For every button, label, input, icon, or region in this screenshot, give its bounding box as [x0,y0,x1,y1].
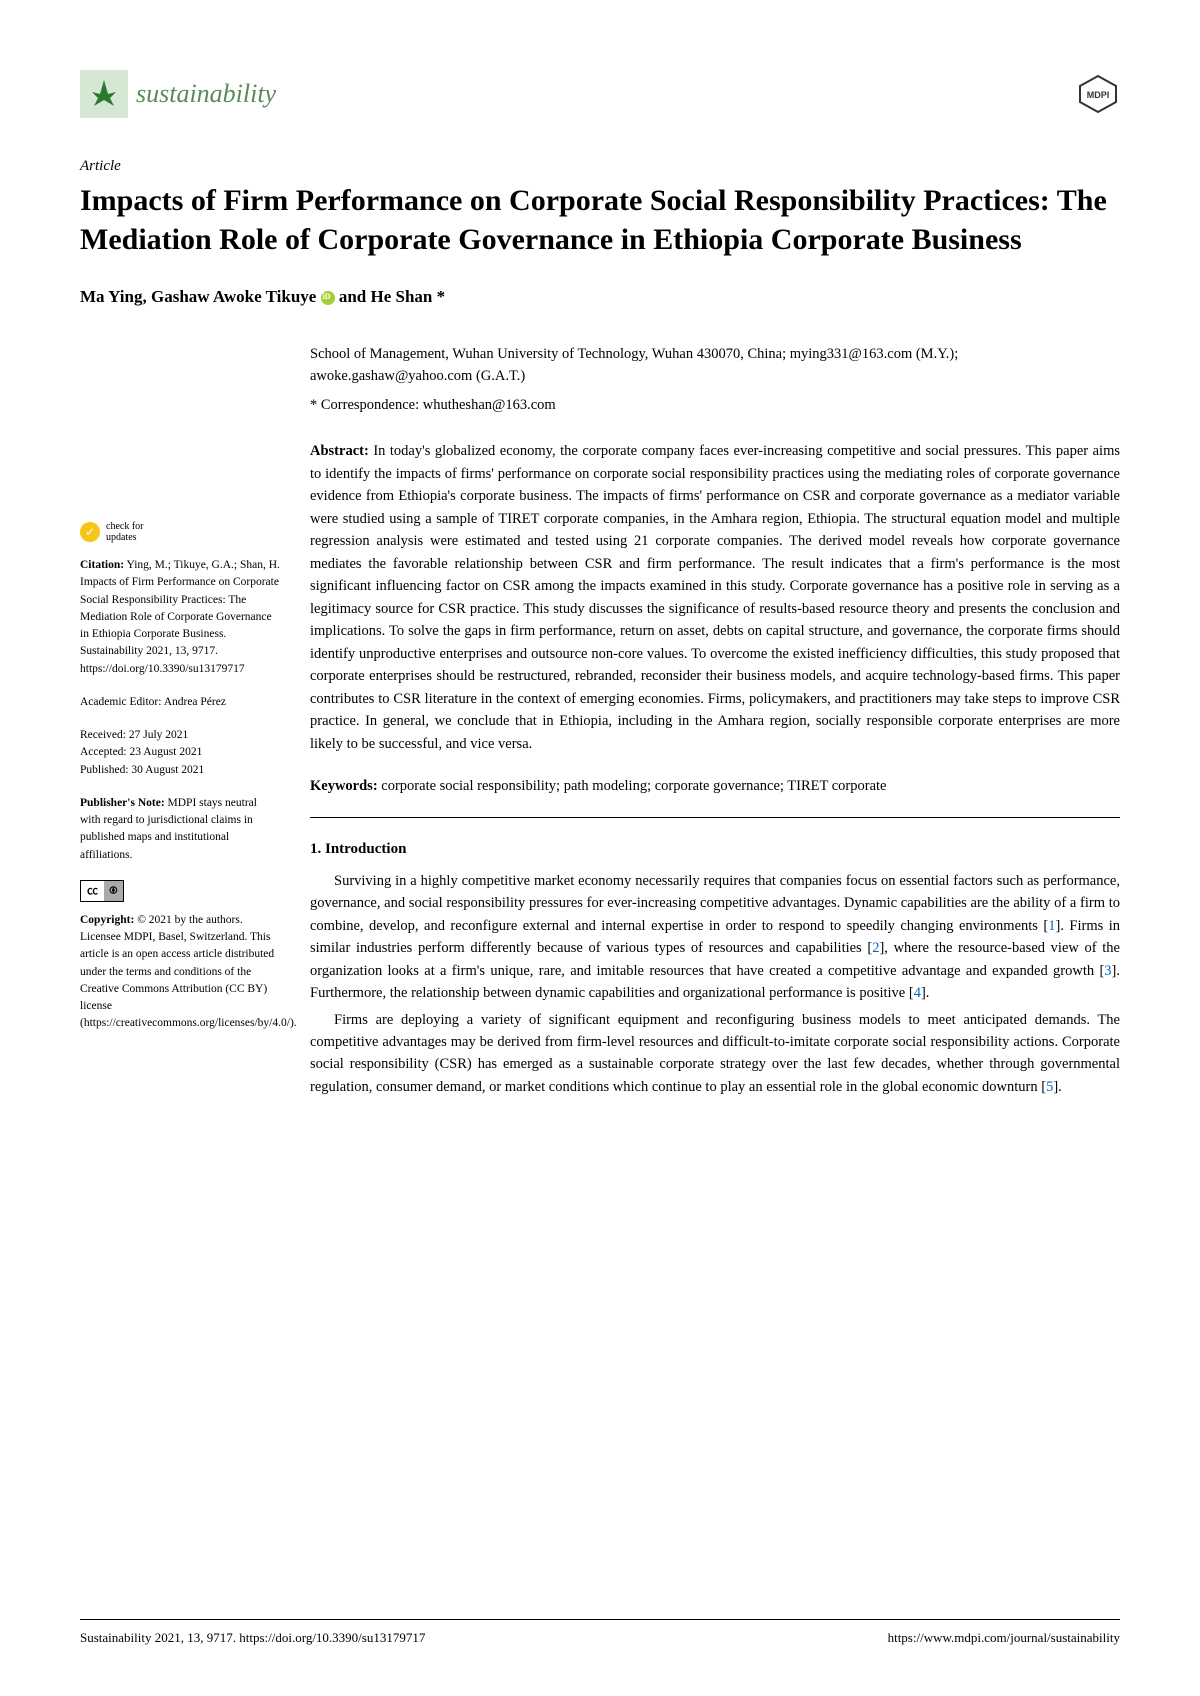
publisher-logo: MDPI [1076,72,1120,116]
sidebar: check for updates Citation: Ying, M.; Ti… [80,343,280,1102]
authors-suffix: and He Shan * [339,287,445,306]
keywords-text: corporate social responsibility; path mo… [381,778,886,794]
abstract-label: Abstract: [310,443,369,459]
copyright-label: Copyright: [80,914,134,926]
published-date: Published: 30 August 2021 [80,762,280,779]
publisher-note-label: Publisher's Note: [80,797,165,809]
para1-e: ]. [921,985,929,1001]
received-date: Received: 27 July 2021 [80,727,280,744]
cc-license-badge[interactable]: ㏄ 🅯 [80,880,280,912]
citation-block: Citation: Ying, M.; Tikuye, G.A.; Shan, … [80,557,280,678]
article-type: Article [80,158,1120,175]
authors: Ma Ying, Gashaw Awoke Tikuye and He Shan… [80,287,1120,307]
check-updates-text: check for updates [106,521,143,543]
two-column-layout: check for updates Citation: Ying, M.; Ti… [80,343,1120,1102]
citation-text: Ying, M.; Tikuye, G.A.; Shan, H. Impacts… [80,559,280,675]
check-icon [80,522,100,542]
copyright-text: © 2021 by the authors. Licensee MDPI, Ba… [80,914,297,1030]
ref-link-3[interactable]: 3 [1104,963,1111,979]
footer-left: Sustainability 2021, 13, 9717. https://d… [80,1630,425,1646]
keywords-block: Keywords: corporate social responsibilit… [310,775,1120,797]
abstract-block: Abstract: In today's globalized economy,… [310,440,1120,755]
svg-text:MDPI: MDPI [1087,90,1110,100]
journal-logo: sustainability [80,70,276,118]
editor-label: Academic Editor: [80,696,161,708]
para2-a: Firms are deploying a variety of signifi… [310,1012,1120,1095]
dates-block: Received: 27 July 2021 Accepted: 23 Augu… [80,727,280,779]
mdpi-icon: MDPI [1076,72,1120,116]
copyright-block: Copyright: © 2021 by the authors. Licens… [80,912,280,1033]
article-title: Impacts of Firm Performance on Corporate… [80,181,1120,259]
divider [310,817,1120,818]
orcid-icon[interactable] [321,291,335,305]
footer-right: https://www.mdpi.com/journal/sustainabil… [888,1630,1120,1646]
cc-icon: ㏄ [81,881,104,901]
authors-main: Ma Ying, Gashaw Awoke Tikuye [80,287,316,306]
affiliation: School of Management, Wuhan University o… [310,343,1120,388]
journal-name: sustainability [136,79,276,109]
editor-name: Andrea Pérez [164,696,226,708]
ref-link-4[interactable]: 4 [914,985,921,1001]
correspondence: * Correspondence: whutheshan@163.com [310,394,1120,416]
intro-para-2: Firms are deploying a variety of signifi… [310,1009,1120,1099]
by-icon: 🅯 [104,881,123,901]
intro-para-1: Surviving in a highly competitive market… [310,870,1120,1005]
para2-b: ]. [1053,1079,1061,1095]
footer: Sustainability 2021, 13, 9717. https://d… [80,1619,1120,1646]
editor-block: Academic Editor: Andrea Pérez [80,694,280,711]
accepted-date: Accepted: 23 August 2021 [80,744,280,761]
check-updates[interactable]: check for updates [80,521,280,543]
citation-label: Citation: [80,559,124,571]
abstract-text: In today's globalized economy, the corpo… [310,443,1120,751]
publisher-note-block: Publisher's Note: MDPI stays neutral wit… [80,795,280,864]
header-row: sustainability MDPI [80,70,1120,118]
section-heading: 1. Introduction [310,838,1120,861]
para1-a: Surviving in a highly competitive market… [310,873,1120,934]
main-content: School of Management, Wuhan University o… [310,343,1120,1102]
keywords-label: Keywords: [310,778,378,794]
journal-icon [80,70,128,118]
